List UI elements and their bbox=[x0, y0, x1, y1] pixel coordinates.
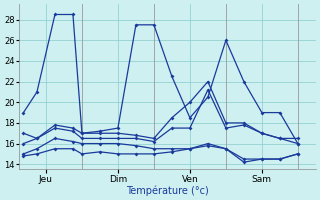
X-axis label: Température (°c): Température (°c) bbox=[126, 185, 209, 196]
